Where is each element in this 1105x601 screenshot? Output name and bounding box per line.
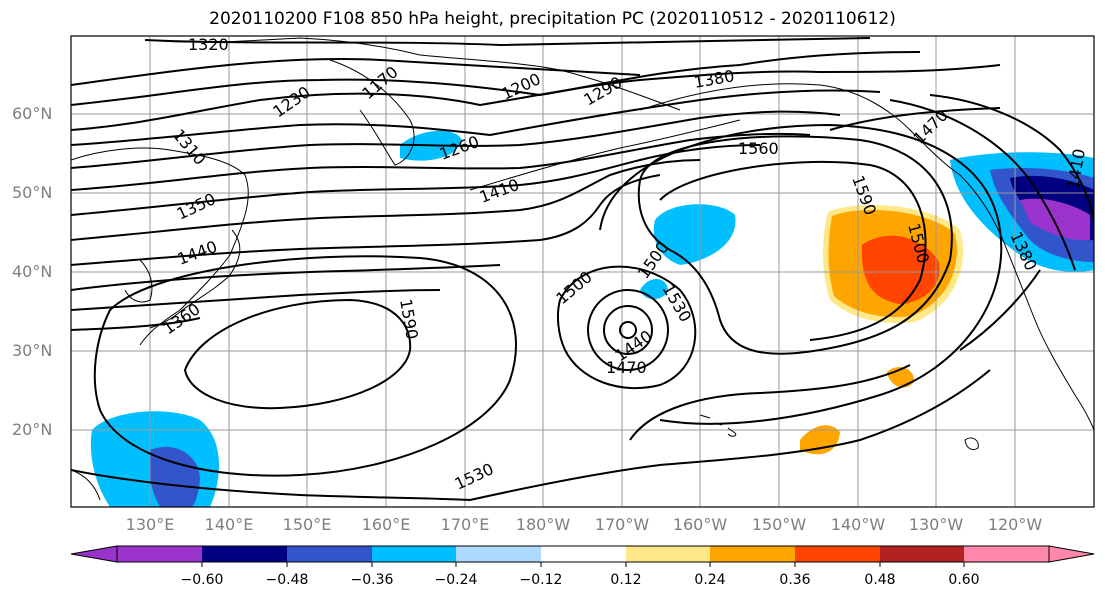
- lon-label: 140°W: [830, 515, 886, 534]
- colorbar-tick-label: 0.12: [610, 572, 642, 588]
- contour-label: 1530: [659, 281, 696, 326]
- contour-label: 1530: [452, 459, 497, 493]
- colorbar-extend-high: [1048, 545, 1095, 563]
- contour-label: 1170: [358, 62, 401, 103]
- contour-label: 1310: [169, 125, 210, 168]
- colorbar-box: [456, 546, 541, 562]
- precip-negative-area: [1020, 198, 1090, 241]
- colorbar-tick-label: 0.36: [779, 572, 811, 588]
- colorbar-tick-label: −0.24: [434, 572, 478, 588]
- lon-label: 170°E: [440, 515, 490, 534]
- siberia-coastline: [149, 37, 681, 111]
- lat-label: 20°N: [12, 420, 53, 439]
- lat-label: 60°N: [12, 104, 53, 123]
- lon-label: 180°W: [515, 515, 571, 534]
- contour-label: 1560: [738, 139, 779, 158]
- colorbar-box: [372, 546, 456, 562]
- lat-label: 40°N: [12, 262, 53, 281]
- coastlines: [71, 37, 1094, 501]
- colorbar-box: [117, 546, 202, 562]
- lon-label: 160°W: [672, 515, 728, 534]
- aleutian-coastline: [469, 119, 741, 191]
- colorbar-tick-label: −0.36: [350, 572, 394, 588]
- lon-label: 170°W: [594, 515, 650, 534]
- contour-label: 1360: [159, 299, 203, 338]
- lon-label: 130°W: [908, 515, 964, 534]
- lon-label: 120°W: [987, 515, 1043, 534]
- korea-coastline: [124, 259, 153, 303]
- lon-label: 140°E: [204, 515, 254, 534]
- hawaii-islands: [699, 414, 737, 437]
- lat-label: 50°N: [12, 183, 53, 202]
- lon-label: 150°E: [282, 515, 332, 534]
- precip-negative-area: [653, 204, 736, 265]
- colorbar-box: [202, 546, 287, 562]
- colorbar-frame: [116, 545, 1050, 563]
- lat-label: 30°N: [12, 341, 53, 360]
- lon-label: 130°E: [125, 515, 175, 534]
- colorbar-box: [287, 546, 372, 562]
- colorbar-box: [710, 546, 795, 562]
- contour-label: 1470: [606, 358, 647, 377]
- mexico-island: [964, 437, 979, 451]
- colorbar-tick-label: −0.12: [519, 572, 563, 588]
- colorbar-box: [541, 546, 626, 562]
- precip-positive-area: [861, 235, 940, 304]
- lon-label: 150°W: [751, 515, 807, 534]
- colorbar-tick-label: 0.24: [694, 572, 726, 588]
- colorbar-tick-label: −0.60: [180, 572, 224, 588]
- map-frame: [70, 35, 1095, 508]
- colorbar-tick-label: −0.48: [265, 572, 309, 588]
- na-west-coastline: [959, 174, 1094, 431]
- colorbar-box: [880, 546, 964, 562]
- contour-label: 1410: [477, 175, 522, 207]
- colorbar-box: [964, 546, 1049, 562]
- colorbar-tick-label: 0.48: [864, 572, 896, 588]
- colorbar-extend-low: [70, 545, 118, 563]
- graticule: [71, 36, 1094, 507]
- alaska-coastline: [639, 83, 961, 176]
- colorbar-box: [626, 546, 710, 562]
- contour-label: 1350: [174, 189, 219, 223]
- contour-label: 1320: [188, 35, 229, 54]
- contour-label: 1290: [581, 73, 626, 110]
- colorbar-tick-label: 0.60: [948, 572, 980, 588]
- lon-label: 160°E: [361, 515, 411, 534]
- colorbar: [70, 545, 1095, 567]
- map-title: 2020110200 F108 850 hPa height, precipit…: [209, 9, 896, 29]
- precip-negative-area: [149, 446, 200, 507]
- precip-shading: [90, 130, 1094, 507]
- contour-label: 1440: [175, 237, 220, 269]
- asia-coastline: [71, 147, 249, 346]
- kamchatka-coastline: [329, 59, 415, 166]
- height-contours: [71, 37, 1094, 501]
- contour-label: 1590: [396, 297, 422, 340]
- colorbar-box: [795, 546, 880, 562]
